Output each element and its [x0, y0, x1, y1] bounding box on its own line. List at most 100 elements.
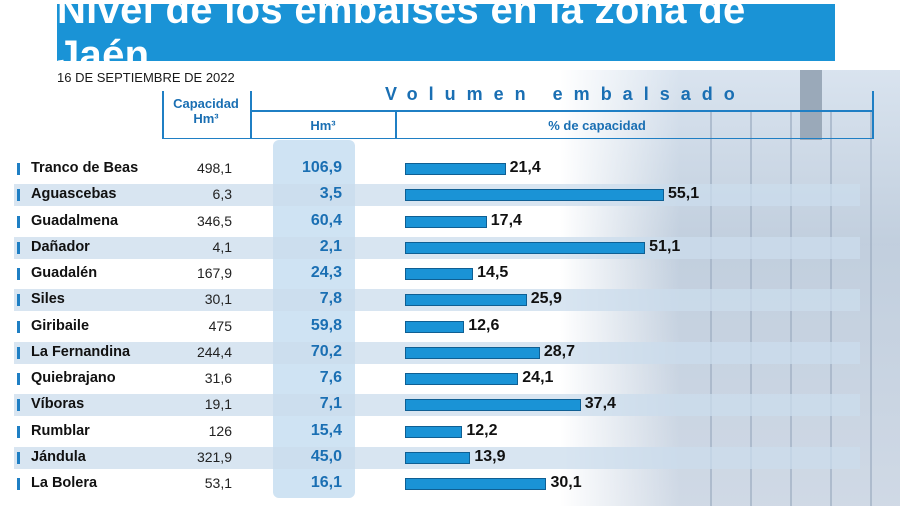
capacidad-value: 321,9	[196, 448, 232, 465]
table-row: Tranco de Beas 498,1 106,9 21,4	[14, 158, 860, 180]
capacidad-value: 30,1	[204, 291, 232, 308]
pct-bar	[405, 399, 581, 412]
table-row: Aguascebas 6,3 3,5 55,1	[14, 184, 860, 207]
hm3-value: 106,9	[301, 159, 342, 176]
row-marker	[17, 451, 20, 464]
header-rule	[162, 138, 874, 139]
pct-value-label: 51,1	[649, 237, 681, 255]
row-marker	[17, 189, 20, 202]
capacidad-value: 498,1	[196, 160, 232, 176]
row-marker	[17, 215, 20, 228]
capacidad-value: 4,1	[212, 238, 232, 255]
hm3-header: Hm³	[310, 118, 336, 133]
capacidad-value: 167,9	[196, 265, 232, 281]
header-divider	[162, 91, 164, 139]
hm3-value: 24,3	[310, 264, 342, 281]
pct-value-label: 13,9	[474, 447, 506, 465]
reservoir-name: Siles	[31, 291, 65, 308]
row-marker	[17, 399, 20, 412]
pct-bar	[405, 478, 547, 490]
hm3-value: 2,1	[319, 237, 342, 255]
pct-bar	[405, 241, 646, 254]
hm3-value: 7,1	[319, 395, 342, 413]
row-marker	[17, 373, 20, 385]
reservoir-name: Tranco de Beas	[31, 160, 139, 176]
hm3-value: 16,1	[310, 474, 342, 491]
capacidad-value: 475	[208, 317, 232, 334]
reservoir-name: Rumblar	[31, 422, 90, 439]
pct-header: % de capacidad	[548, 118, 646, 133]
pct-bar	[405, 189, 664, 202]
pct-value-label: 17,4	[490, 211, 522, 229]
row-marker	[17, 241, 20, 254]
chart-title: Nivel de los embalses en la zona de Jaén	[57, 0, 746, 77]
capacidad-value: 346,5	[196, 212, 232, 229]
table-row: Quiebrajano 31,6 7,6 24,1	[14, 368, 860, 390]
reservoir-name: La Fernandina	[31, 343, 131, 360]
date-label: 16 DE SEPTIEMBRE DE 2022	[57, 70, 235, 85]
pct-value-label: 30,1	[550, 474, 582, 491]
table-row: Giribaile 475 59,8 12,6	[14, 316, 860, 338]
volumen-header: Volumen embalsado	[385, 84, 746, 104]
header-divider	[395, 112, 397, 139]
pct-bar	[405, 346, 540, 359]
pct-value-label: 21,4	[509, 159, 541, 176]
pct-value-label: 37,4	[584, 395, 616, 413]
capacidad-value: 244,4	[196, 343, 232, 360]
table-row: La Bolera 53,1 16,1 30,1	[14, 473, 860, 495]
hm3-value: 70,2	[310, 342, 342, 360]
reservoir-name: Aguascebas	[31, 186, 117, 203]
pct-bar	[405, 215, 487, 228]
table-row: Siles 30,1 7,8 25,9	[14, 289, 860, 312]
reservoir-name: Guadalén	[31, 265, 98, 281]
hm3-value: 3,5	[319, 185, 342, 203]
table-row: Jándula 321,9 45,0 13,9	[14, 446, 860, 469]
row-marker	[17, 425, 20, 438]
pct-bar	[405, 320, 465, 333]
row-marker	[17, 346, 20, 359]
reservoir-name: Jándula	[31, 448, 86, 465]
pct-bar	[405, 373, 519, 385]
pct-bar	[405, 268, 474, 280]
pct-value-label: 24,1	[522, 369, 554, 386]
pct-value-label: 25,9	[530, 290, 562, 308]
hm3-value: 45,0	[310, 447, 342, 465]
header-rule	[250, 110, 874, 112]
pct-value-label: 12,2	[466, 421, 498, 439]
dam-stripe	[870, 110, 872, 506]
table-row: Víboras 19,1 7,1 37,4	[14, 394, 860, 417]
table-row: Guadalén 167,9 24,3 14,5	[14, 263, 860, 285]
hm3-value: 15,4	[310, 421, 342, 439]
capacidad-value: 19,1	[204, 396, 232, 413]
pct-value-label: 14,5	[477, 264, 509, 281]
capacidad-value: 53,1	[204, 475, 232, 491]
reservoir-name: Giribaile	[31, 317, 90, 334]
table-row: Dañador 4,1 2,1 51,1	[14, 236, 860, 259]
capacidad-header: Capacidad Hm³	[163, 96, 249, 126]
pct-value-label: 28,7	[543, 342, 576, 360]
hm3-value: 59,8	[310, 316, 342, 334]
row-marker	[17, 478, 20, 490]
capacidad-value: 31,6	[204, 370, 232, 386]
hm3-value: 7,8	[319, 290, 342, 308]
reservoir-name: La Bolera	[31, 475, 98, 491]
dam-photo-background	[560, 70, 900, 506]
table-row: Guadalmena 346,5 60,4 17,4	[14, 211, 860, 233]
capacidad-header-line2: Hm³	[193, 111, 219, 126]
pct-bar	[405, 294, 527, 307]
capacidad-value: 126	[208, 422, 232, 439]
pct-bar	[405, 425, 463, 438]
hm3-value: 60,4	[310, 211, 342, 229]
reservoir-name: Víboras	[31, 396, 85, 413]
reservoir-name: Dañador	[31, 238, 90, 255]
dam-tower	[800, 70, 822, 140]
row-marker	[17, 163, 20, 175]
pct-bar	[405, 163, 506, 175]
pct-value-label: 55,1	[667, 185, 700, 203]
reservoir-name: Quiebrajano	[31, 370, 116, 386]
capacidad-value: 6,3	[212, 186, 232, 203]
header-divider	[250, 91, 252, 139]
pct-value-label: 12,6	[468, 316, 500, 334]
row-marker	[17, 294, 20, 307]
reservoir-name: Guadalmena	[31, 212, 119, 229]
